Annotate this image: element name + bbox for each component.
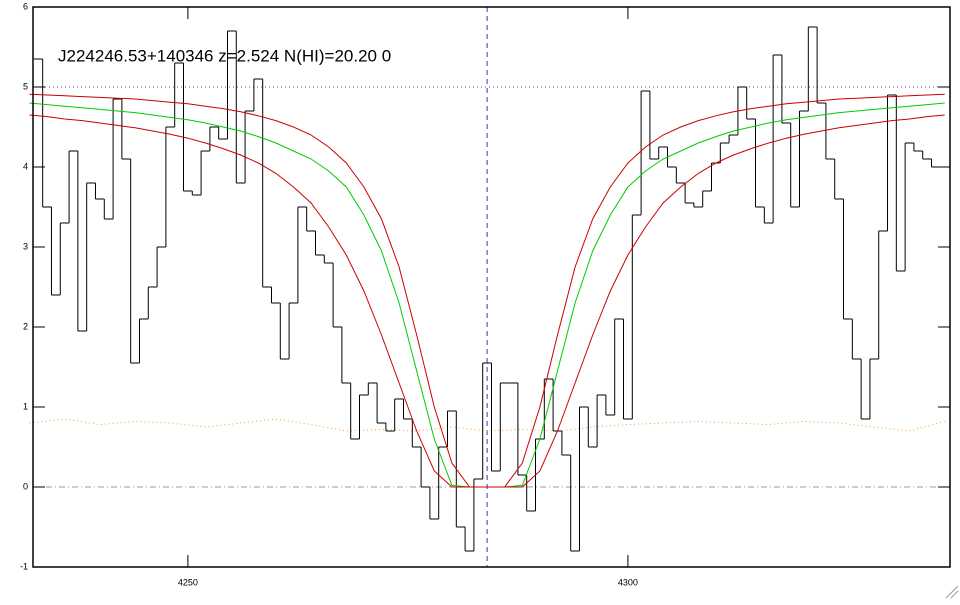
y-tick-label: 0 [23,481,28,491]
model-curve [29,114,945,488]
resize-grip [945,585,959,599]
x-tick-label: 4250 [178,577,198,587]
y-tick-label: 6 [23,1,28,11]
y-tick-label: 3 [23,241,28,251]
y-tick-label: 2 [23,321,28,331]
x-tick-label: 4300 [618,577,638,587]
y-tick-label: 5 [23,81,28,91]
plot-frame [32,6,951,568]
y-tick-label: 4 [23,161,28,171]
y-tick-label: -1 [20,561,28,571]
chart-title: J224246.53+140346 z=2.524 N(HI)=20.20 0 [58,46,391,65]
error-curve [29,418,945,432]
y-tick-label: 1 [23,401,28,411]
